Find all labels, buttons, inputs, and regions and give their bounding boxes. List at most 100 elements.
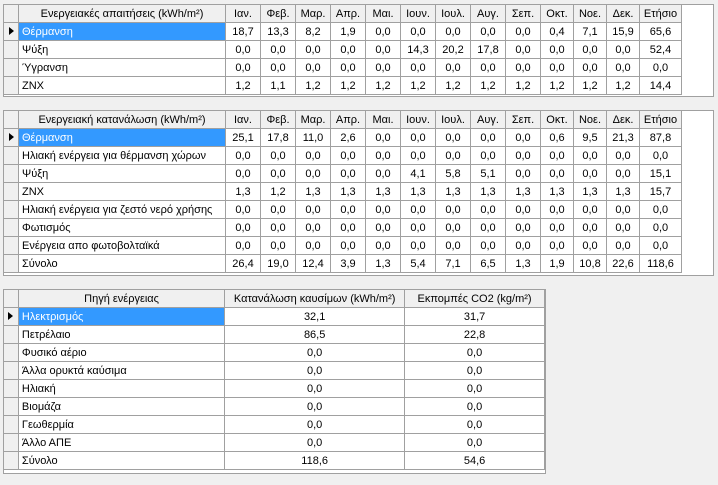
value-cell[interactable]: 0,0 [260, 164, 296, 183]
value-cell[interactable]: 1,3 [540, 182, 574, 201]
value-cell[interactable]: 0,0 [295, 200, 331, 219]
value-cell[interactable]: 0,0 [400, 58, 436, 77]
value-cell[interactable]: 0,0 [540, 218, 574, 237]
value-cell[interactable]: 65,6 [639, 22, 682, 41]
value-cell[interactable]: 0,0 [365, 146, 401, 165]
co2-emissions-cell[interactable]: 0,0 [404, 343, 545, 362]
row-selector[interactable] [4, 128, 19, 147]
value-cell[interactable]: 1,3 [400, 182, 436, 201]
value-cell[interactable]: 2,6 [330, 128, 366, 147]
value-cell[interactable]: 0,0 [573, 236, 607, 255]
value-cell[interactable]: 1,2 [573, 76, 607, 95]
column-header-month[interactable]: Απρ. [330, 5, 366, 23]
value-cell[interactable]: 1,2 [365, 76, 401, 95]
value-cell[interactable]: 0,0 [540, 58, 574, 77]
row-selector[interactable] [4, 236, 19, 255]
value-cell[interactable]: 17,8 [470, 40, 506, 59]
value-cell[interactable]: 13,3 [260, 22, 296, 41]
value-cell[interactable]: 1,2 [330, 76, 366, 95]
table-row[interactable]: Άλλα ορυκτά καύσιμα 0,0 0,0 [4, 361, 545, 380]
value-cell[interactable]: 1,2 [606, 76, 640, 95]
value-cell[interactable]: 14,4 [639, 76, 682, 95]
row-selector[interactable] [4, 415, 19, 434]
value-cell[interactable]: 0,0 [470, 128, 506, 147]
column-header[interactable]: Εκπομπές CO2 (kg/m²) [404, 290, 545, 308]
value-cell[interactable]: 0,0 [330, 200, 366, 219]
row-selector[interactable] [4, 451, 19, 470]
row-selector[interactable] [4, 325, 19, 344]
row-label-cell[interactable]: Σύνολο [18, 254, 226, 273]
value-cell[interactable]: 1,3 [435, 182, 471, 201]
value-cell[interactable]: 0,0 [606, 58, 640, 77]
value-cell[interactable]: 0,0 [295, 146, 331, 165]
value-cell[interactable]: 0,0 [365, 58, 401, 77]
value-cell[interactable]: 0,0 [470, 58, 506, 77]
value-cell[interactable]: 10,8 [573, 254, 607, 273]
value-cell[interactable]: 0,0 [639, 236, 682, 255]
column-header[interactable]: Κατανάλωση καυσίμων (kWh/m²) [224, 290, 406, 308]
value-cell[interactable]: 12,4 [295, 254, 331, 273]
value-cell[interactable]: 0,0 [573, 200, 607, 219]
value-cell[interactable]: 0,0 [540, 200, 574, 219]
value-cell[interactable]: 0,0 [225, 236, 261, 255]
value-cell[interactable]: 0,0 [400, 22, 436, 41]
value-cell[interactable]: 0,0 [573, 146, 607, 165]
row-selector[interactable] [4, 40, 19, 59]
value-cell[interactable]: 20,2 [435, 40, 471, 59]
row-selector[interactable] [4, 76, 19, 95]
column-header-month[interactable]: Ιουλ. [435, 5, 471, 23]
column-header-month[interactable]: Οκτ. [540, 111, 574, 129]
value-cell[interactable]: 0,0 [295, 218, 331, 237]
table-row[interactable]: Ηλεκτρισμός 32,1 31,7 [4, 307, 545, 326]
value-cell[interactable]: 1,2 [470, 76, 506, 95]
value-cell[interactable]: 0,0 [435, 236, 471, 255]
value-cell[interactable]: 0,0 [470, 146, 506, 165]
value-cell[interactable]: 0,0 [505, 22, 541, 41]
value-cell[interactable]: 15,9 [606, 22, 640, 41]
value-cell[interactable]: 0,0 [606, 218, 640, 237]
table-row[interactable]: Γεωθερμία 0,0 0,0 [4, 415, 545, 434]
value-cell[interactable]: 0,6 [540, 128, 574, 147]
co2-emissions-cell[interactable]: 0,0 [404, 433, 545, 452]
value-cell[interactable]: 0,0 [639, 58, 682, 77]
value-cell[interactable]: 0,0 [260, 40, 296, 59]
table-row[interactable]: Ηλιακή 0,0 0,0 [4, 379, 545, 398]
value-cell[interactable]: 0,0 [365, 164, 401, 183]
value-cell[interactable]: 0,0 [400, 218, 436, 237]
fuel-consumption-cell[interactable]: 118,6 [224, 451, 406, 470]
value-cell[interactable]: 19,0 [260, 254, 296, 273]
value-cell[interactable]: 0,0 [639, 218, 682, 237]
row-selector[interactable] [4, 307, 19, 326]
value-cell[interactable]: 0,0 [435, 128, 471, 147]
value-cell[interactable]: 4,1 [400, 164, 436, 183]
column-header-month[interactable]: Δεκ. [606, 111, 640, 129]
value-cell[interactable]: 0,0 [540, 146, 574, 165]
value-cell[interactable]: 0,0 [505, 40, 541, 59]
value-cell[interactable]: 0,0 [365, 22, 401, 41]
value-cell[interactable]: 0,0 [400, 146, 436, 165]
value-cell[interactable]: 1,2 [435, 76, 471, 95]
table-row[interactable]: Σύνολο 26,4 19,0 12,4 3,9 1,3 5,4 7,1 6,5 1,3 1,9 1… [4, 254, 682, 273]
table-row[interactable]: Ψύξη 0,0 0,0 0,0 0,0 0,0 4,1 5,8 5,1 0,0 0,0 0,0 0,0… [4, 164, 682, 183]
column-header-month[interactable]: Δεκ. [606, 5, 640, 23]
value-cell[interactable]: 21,3 [606, 128, 640, 147]
column-header[interactable]: Πηγή ενέργειας [18, 290, 226, 308]
column-header-month[interactable]: Ετήσιο [639, 111, 682, 129]
row-selector[interactable] [4, 182, 19, 201]
value-cell[interactable]: 87,8 [639, 128, 682, 147]
table-row[interactable]: Ψύξη 0,0 0,0 0,0 0,0 0,0 14,3 20,2 17,8 0,0 0,0 0,0… [4, 40, 682, 59]
value-cell[interactable]: 0,0 [435, 146, 471, 165]
value-cell[interactable]: 0,0 [330, 218, 366, 237]
column-header-month[interactable]: Ετήσιο [639, 5, 682, 23]
fuel-consumption-cell[interactable]: 0,0 [224, 379, 406, 398]
co2-emissions-cell[interactable]: 0,0 [404, 379, 545, 398]
value-cell[interactable]: 0,0 [365, 40, 401, 59]
table-row[interactable]: Πετρέλαιο 86,5 22,8 [4, 325, 545, 344]
column-header-month[interactable]: Μαι. [365, 111, 401, 129]
fuel-consumption-cell[interactable]: 86,5 [224, 325, 406, 344]
column-header-month[interactable]: Μαρ. [295, 5, 331, 23]
source-label-cell[interactable]: Σύνολο [18, 451, 226, 470]
source-label-cell[interactable]: Άλλο ΑΠΕ [18, 433, 226, 452]
row-label-cell[interactable]: Φωτισμός [18, 218, 226, 237]
column-header-month[interactable]: Σεπ. [505, 5, 541, 23]
